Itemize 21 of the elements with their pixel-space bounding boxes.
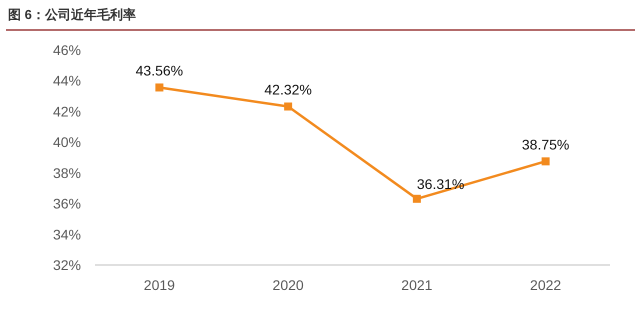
y-tick-label: 42% bbox=[52, 103, 81, 120]
data-label: 38.75% bbox=[522, 136, 570, 152]
point bbox=[542, 157, 550, 166]
point bbox=[155, 83, 164, 92]
data-label: 43.56% bbox=[136, 62, 184, 78]
y-tick-label: 44% bbox=[52, 72, 81, 89]
point bbox=[412, 194, 421, 203]
data-label: 36.31% bbox=[416, 176, 464, 192]
data-label: 42.32% bbox=[264, 82, 312, 98]
x-tick-label: 2022 bbox=[530, 277, 562, 293]
x-tick-label: 2021 bbox=[401, 277, 433, 293]
title: 图 6：公司近年毛利率 bbox=[8, 7, 136, 22]
y-tick-label: 46% bbox=[52, 42, 81, 58]
y-tick-label: 34% bbox=[52, 226, 81, 242]
y-tick-label: 38% bbox=[52, 164, 81, 181]
x-tick-label: 2020 bbox=[272, 277, 304, 293]
x-tick-label: 2019 bbox=[144, 277, 176, 293]
y-tick-label: 32% bbox=[52, 257, 81, 273]
y-tick-label: 36% bbox=[52, 196, 81, 212]
y-tick-label: 40% bbox=[52, 134, 81, 150]
point bbox=[284, 102, 292, 111]
